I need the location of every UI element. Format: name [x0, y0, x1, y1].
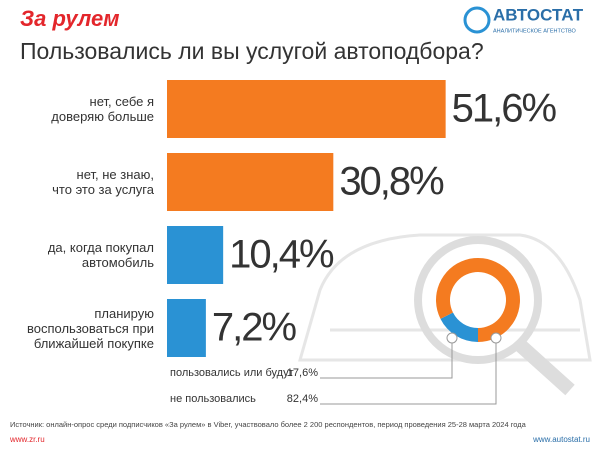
- category-label: да, когда покупал автомобиль: [47, 240, 154, 270]
- value-label: 10,4%: [229, 233, 334, 277]
- value-label: 7,2%: [212, 306, 297, 350]
- category-label: планирую воспользоваться при ближайшей п…: [27, 305, 154, 351]
- value-label: 30,8%: [339, 160, 444, 204]
- left-url: www.zr.ru: [9, 435, 45, 444]
- legend-value: 17,6%: [287, 367, 318, 379]
- bar: [167, 226, 224, 284]
- legend-value: 82,4%: [287, 393, 318, 405]
- bar: [167, 80, 446, 138]
- legend-label: пользовались или будут: [170, 367, 294, 379]
- category-label: нет, не знаю, что это за услуга: [52, 167, 154, 197]
- logo: АВТОСТАТ: [493, 5, 584, 24]
- value-label: 51,6%: [452, 87, 557, 131]
- connector: [320, 338, 497, 405]
- logo-subtitle: АНАЛИТИЧЕСКОЕ АГЕНТСТВО: [493, 28, 577, 34]
- chart-title: Пользовались ли вы услугой автоподбора?: [20, 38, 484, 64]
- donut-segment: [440, 312, 478, 342]
- connector-dot: [446, 332, 458, 344]
- bar: [167, 153, 334, 211]
- logo-icon: [463, 6, 491, 34]
- connector: [320, 338, 453, 379]
- right-url: www.autostat.ru: [532, 435, 590, 444]
- brand: За рулем: [20, 6, 120, 31]
- magnifier-handle: [515, 339, 575, 396]
- category-label: нет, себе я доверяю больше: [51, 94, 154, 124]
- legend-label: не пользовались: [170, 393, 256, 405]
- source: Источник: онлайн-опрос среди подписчиков…: [10, 420, 527, 429]
- connector-dot: [490, 332, 502, 344]
- donut-segment: [436, 258, 521, 342]
- bar: [167, 299, 206, 357]
- magnifier: [414, 236, 542, 364]
